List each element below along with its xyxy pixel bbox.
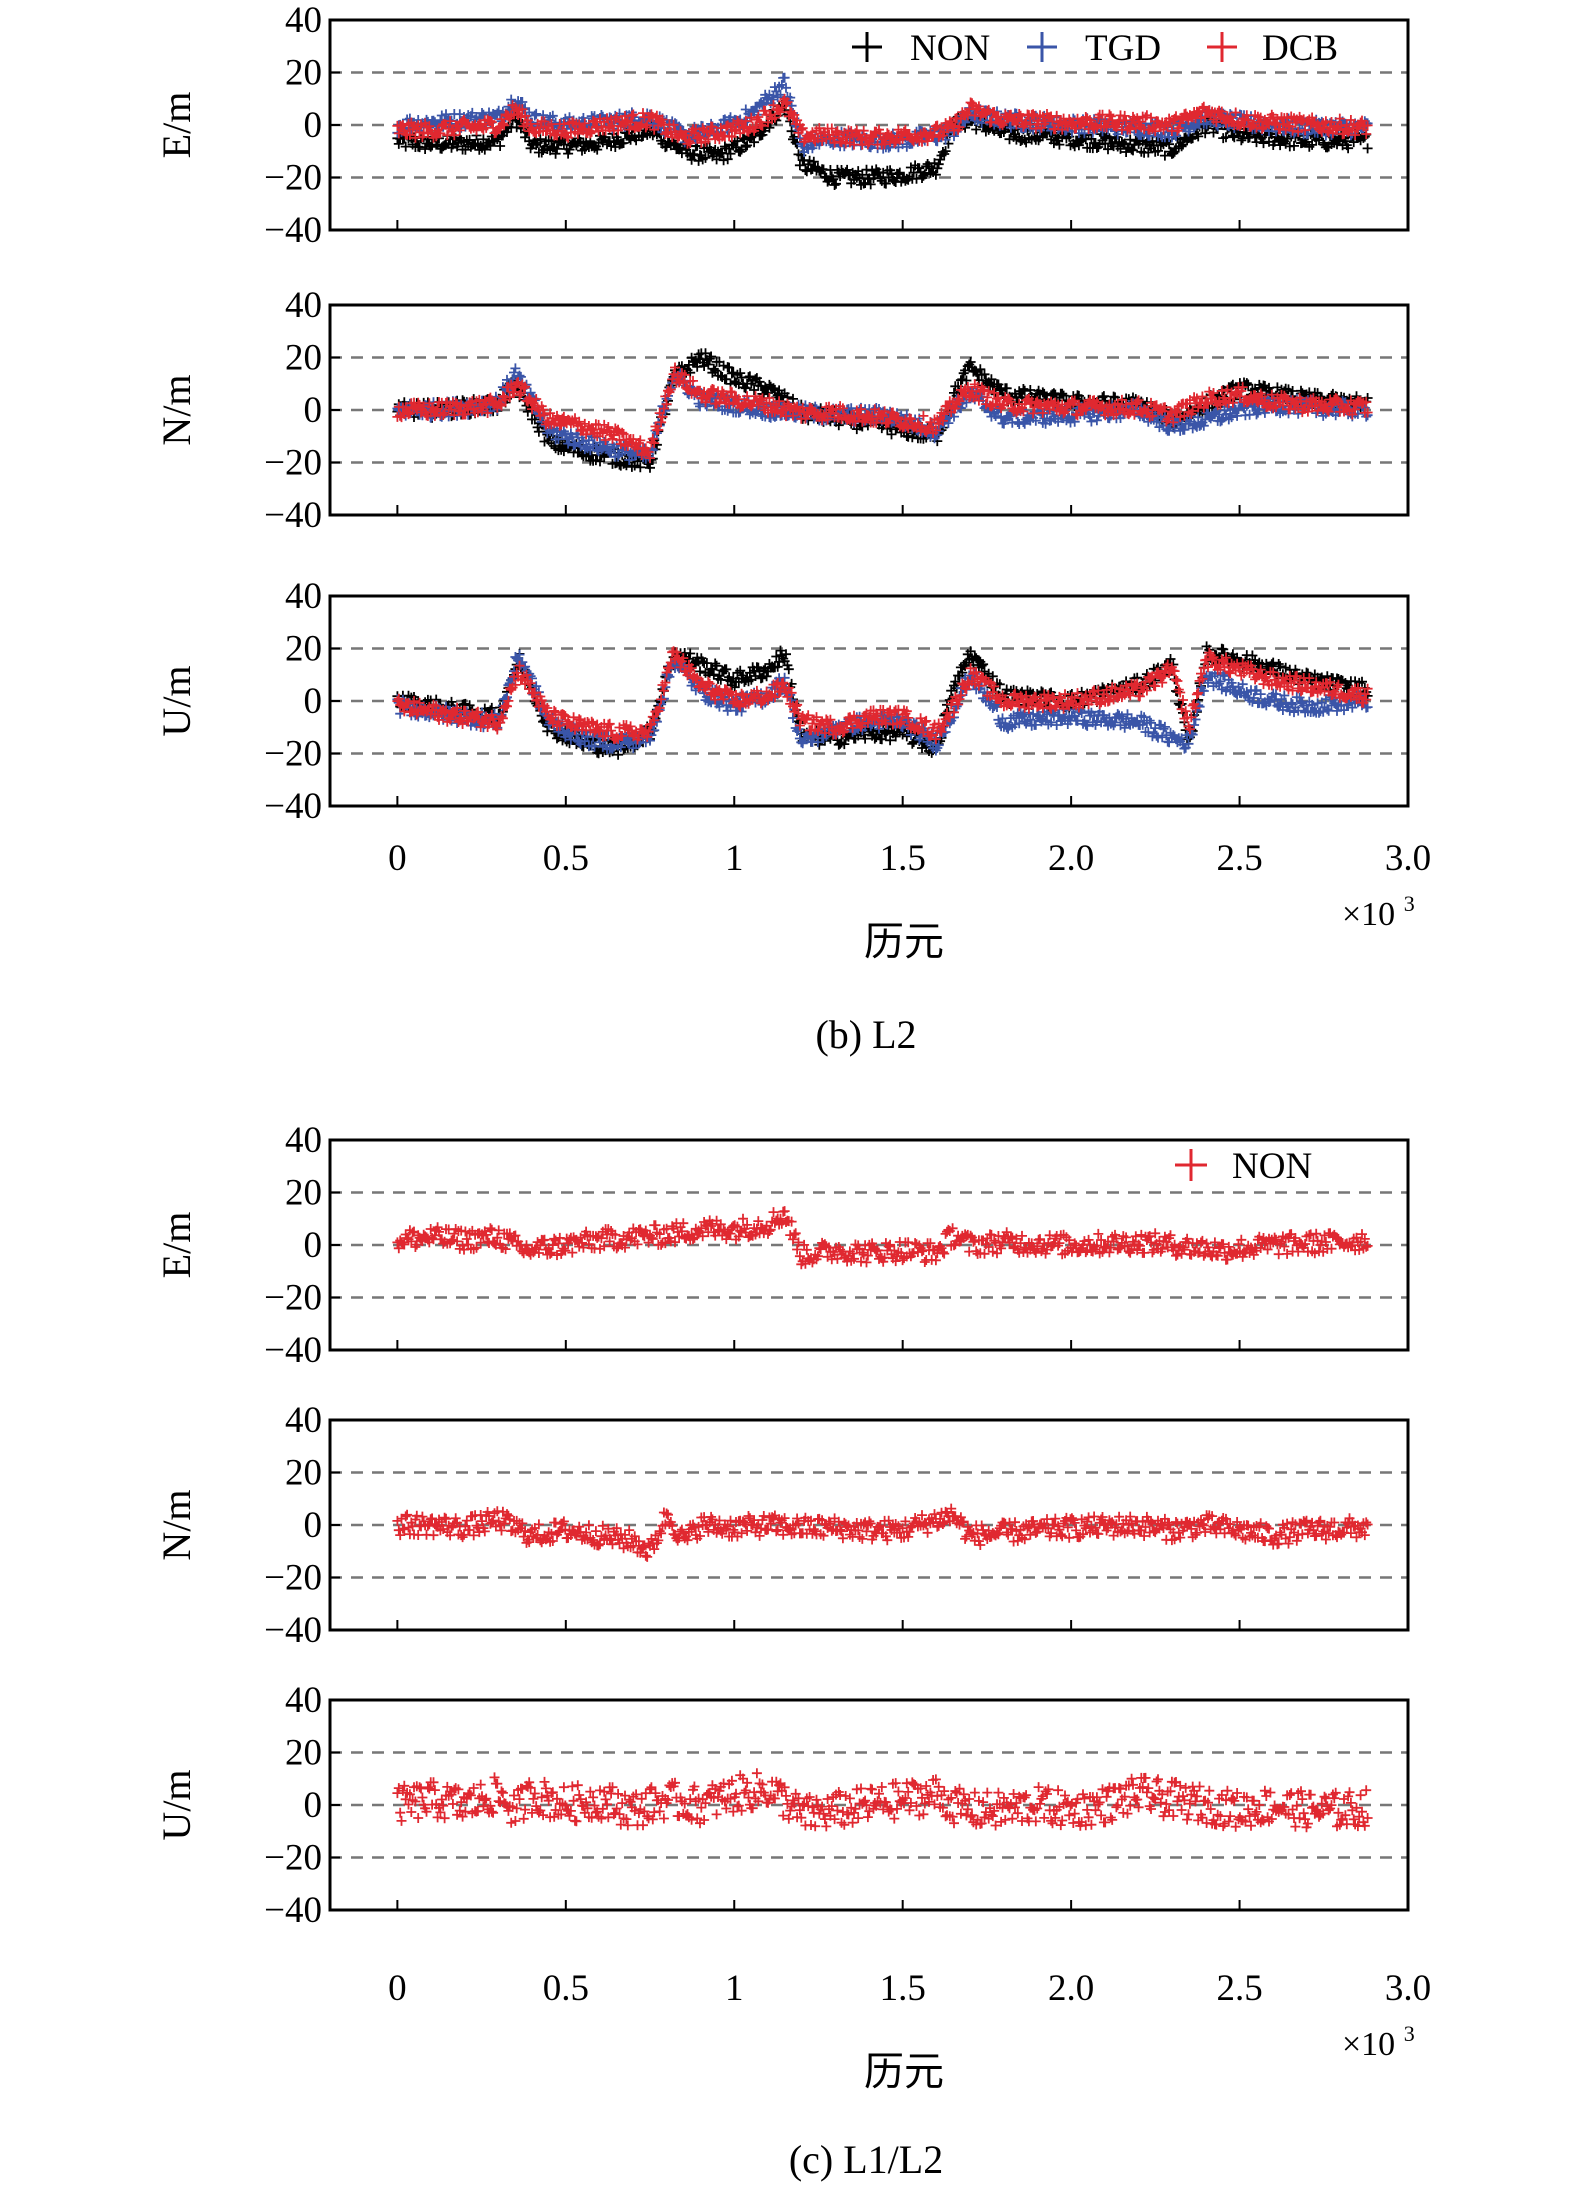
series-dcb <box>392 93 1373 150</box>
y-axis-label: E/m <box>154 1212 199 1279</box>
x-tick-label: 0 <box>388 838 407 879</box>
legend-item-dcb: DCB <box>1207 28 1338 69</box>
y-tick-label: 0 <box>304 1225 323 1266</box>
y-tick-label: −40 <box>264 1330 322 1371</box>
y-tick-label: −40 <box>264 495 322 536</box>
x-tick-label: 2.5 <box>1216 838 1262 879</box>
series-non <box>392 1768 1373 1833</box>
legend-c: NON <box>1175 1146 1312 1187</box>
series-points-non <box>392 1768 1373 1833</box>
legend-item-non: NON <box>852 28 990 69</box>
y-tick-label: 20 <box>285 1453 322 1494</box>
x-tick-label: 1 <box>725 1968 744 2009</box>
series-points-dcb <box>392 646 1373 745</box>
legend-label-dcb: DCB <box>1262 28 1338 69</box>
y-tick-label: 20 <box>285 629 322 670</box>
series-points-dcb <box>392 362 1373 464</box>
x-multiplier-c: ×10 3 <box>1342 2021 1415 2063</box>
panel-n-m-4: 40 20 0 −20 −40 N/m <box>154 1400 1410 1651</box>
x-tick-label: 0 <box>388 1968 407 2009</box>
x-tick-label: 3.0 <box>1385 1968 1431 2009</box>
y-tick-label: −20 <box>264 734 322 775</box>
x-multiplier-base-c: ×10 <box>1342 2026 1395 2063</box>
x-tick-label: 3.0 <box>1385 838 1431 879</box>
series-points-non <box>392 98 1373 190</box>
y-tick-label: 20 <box>285 338 322 379</box>
legend-label-non: NON <box>910 28 990 69</box>
legend-label-tgd: TGD <box>1085 28 1161 69</box>
y-tick-label: 40 <box>285 285 322 326</box>
y-tick-label: −40 <box>264 786 322 827</box>
y-tick-label: −20 <box>264 1838 322 1879</box>
y-axis-label: E/m <box>154 92 199 159</box>
panel-e-m-3: 40 20 0 −20 −40 E/m <box>154 1120 1410 1371</box>
y-tick-label: −20 <box>264 443 322 484</box>
y-tick-label: −40 <box>264 1890 322 1931</box>
legend-item-tgd: TGD <box>1027 28 1161 69</box>
panel-u-m-2: 40 20 0 −20 −40 0 0.5 1 1.5 2.0 2.5 3.0 U/m <box>154 576 1431 879</box>
panel-e-m-0: 40 20 0 −20 −40 E/m <box>154 0 1410 251</box>
legend-marker-non <box>852 32 882 62</box>
y-axis-label: U/m <box>154 665 199 736</box>
series-dcb <box>392 362 1373 464</box>
x-tick-label: 1.5 <box>880 838 926 879</box>
figure-labels: 历元 ×10 3 (b) L2 历元 ×10 3 (c) L1/L2 NON T… <box>789 28 1415 2182</box>
x-tick-label: 2.5 <box>1216 1968 1262 2009</box>
legend-marker-non-c <box>1175 1149 1207 1181</box>
x-tick-label: 2.0 <box>1048 838 1094 879</box>
series-points-non <box>392 1503 1373 1562</box>
series-points-dcb <box>392 93 1373 150</box>
y-tick-label: −40 <box>264 1610 322 1651</box>
figure-caption-b: (b) L2 <box>815 1012 916 1057</box>
series-dcb <box>392 646 1373 745</box>
y-tick-label: 40 <box>285 1120 322 1161</box>
y-tick-label: 20 <box>285 53 322 94</box>
panel-u-m-5: 40 20 0 −20 −40 0 0.5 1 1.5 2.0 2.5 3.0 U/m <box>154 1680 1431 2009</box>
series-non <box>392 1206 1373 1270</box>
x-multiplier-b: ×10 3 <box>1342 891 1415 933</box>
legend-marker-dcb <box>1207 32 1237 62</box>
legend-label-non-c: NON <box>1232 1146 1312 1187</box>
y-tick-label: 40 <box>285 1400 322 1441</box>
chart-panels: 40 20 0 −20 −40 E/m 40 20 0 −20 −40 N/m 40 20 0 −20 −40 0… <box>154 0 1431 2009</box>
y-tick-label: −40 <box>264 210 322 251</box>
x-tick-label: 1.5 <box>880 1968 926 2009</box>
x-tick-label: 0.5 <box>543 838 589 879</box>
y-tick-label: 0 <box>304 681 323 722</box>
y-tick-label: 20 <box>285 1733 322 1774</box>
y-tick-label: 0 <box>304 105 323 146</box>
y-axis-label: U/m <box>154 1769 199 1840</box>
x-multiplier-base-b: ×10 <box>1342 896 1395 933</box>
x-tick-label: 2.0 <box>1048 1968 1094 2009</box>
series-points-non <box>392 1206 1373 1270</box>
y-tick-label: 40 <box>285 576 322 617</box>
figure-caption-c: (c) L1/L2 <box>789 2137 943 2182</box>
y-tick-label: 20 <box>285 1173 322 1214</box>
x-axis-label-c: 历元 <box>864 2049 944 2095</box>
series-non <box>392 98 1373 190</box>
legend-b: NON TGD DCB <box>852 28 1338 69</box>
y-tick-label: 40 <box>285 1680 322 1721</box>
legend-marker-tgd <box>1027 32 1057 62</box>
x-axis-label-b: 历元 <box>864 919 944 965</box>
y-axis-label: N/m <box>154 1489 199 1560</box>
y-tick-label: 0 <box>304 390 323 431</box>
y-tick-label: 0 <box>304 1785 323 1826</box>
y-tick-label: 0 <box>304 1505 323 1546</box>
panel-n-m-1: 40 20 0 −20 −40 N/m <box>154 285 1410 536</box>
y-axis-label: N/m <box>154 374 199 445</box>
x-tick-label: 1 <box>725 838 744 879</box>
y-tick-label: 40 <box>285 0 322 41</box>
y-tick-label: −20 <box>264 158 322 199</box>
series-non <box>392 1503 1373 1562</box>
y-tick-label: −20 <box>264 1278 322 1319</box>
y-tick-label: −20 <box>264 1558 322 1599</box>
x-multiplier-exp-c: 3 <box>1404 2021 1415 2046</box>
x-tick-label: 0.5 <box>543 1968 589 2009</box>
x-multiplier-exp-b: 3 <box>1404 891 1415 916</box>
